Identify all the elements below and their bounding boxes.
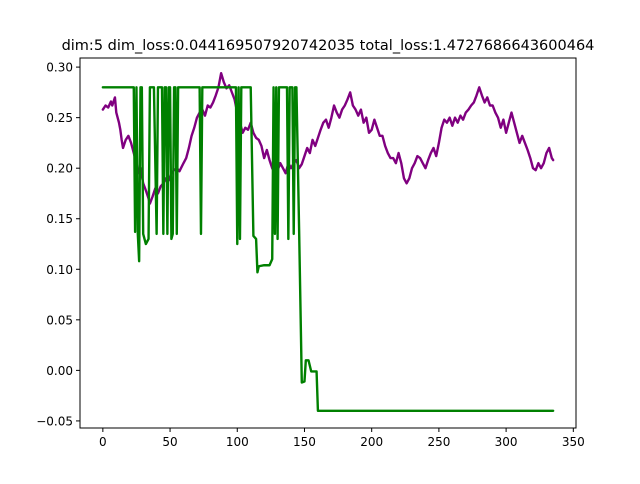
x-tick-label: 300 [495, 435, 518, 449]
x-tick-label: 0 [99, 435, 107, 449]
y-tick-label: 0.15 [46, 212, 73, 226]
x-tick-label: 100 [226, 435, 249, 449]
series-line-2 [101, 86, 555, 413]
y-tick-label: 0.30 [46, 61, 73, 75]
x-tick-label: 250 [427, 435, 450, 449]
x-axis: 0 50 100 150 200 250 300 350 [99, 428, 585, 449]
y-tick-label: 0.00 [46, 364, 73, 378]
x-tick-label: 50 [162, 435, 177, 449]
y-tick-label: 0.10 [46, 263, 73, 277]
y-tick-label: 0.20 [46, 162, 73, 176]
axes-frame [79, 57, 577, 429]
series-layer [101, 71, 555, 413]
y-tick-label: 0.25 [46, 111, 73, 125]
x-tick-label: 150 [293, 435, 316, 449]
y-tick-label: 0.05 [46, 313, 73, 327]
y-axis: −0.05 0.00 0.05 0.10 0.15 0.20 0.25 0.30 [36, 61, 80, 428]
y-tick-label: −0.05 [36, 414, 73, 428]
x-tick-label: 350 [562, 435, 585, 449]
x-tick-label: 200 [360, 435, 383, 449]
chart-title: dim:5 dim_loss:0.044169507920742035 tota… [62, 38, 595, 54]
